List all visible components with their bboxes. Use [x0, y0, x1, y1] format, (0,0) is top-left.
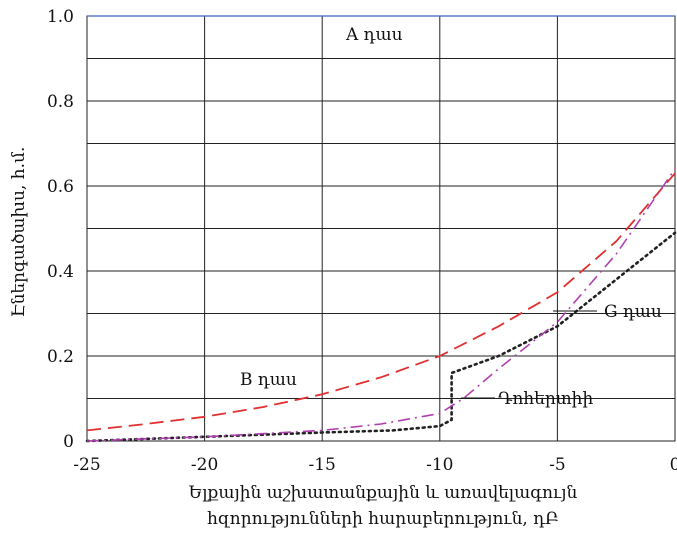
y-tick-label: 0.6: [47, 177, 74, 197]
x-axis-title-line-1: Ելքային աշխատանքային և առավելագույն: [189, 483, 578, 503]
series-line-4: [86, 168, 676, 442]
annotation-doherty: Դոհերտիի: [498, 389, 593, 409]
annotation-g-class: G դաս: [604, 302, 662, 322]
y-tick-label: 0.8: [47, 92, 74, 112]
annotation-b-class: B դաս: [240, 370, 297, 390]
x-tick-label: 0: [670, 455, 677, 475]
y-tick-label: 0.2: [47, 347, 74, 367]
annotation-a-class: A դաս: [345, 25, 403, 45]
series-line-2: [86, 172, 676, 432]
y-tick-label: 0: [63, 432, 74, 452]
x-tick-label: -5: [549, 455, 566, 475]
x-tick-labels: -25 -20 -15 -10 -5 0: [73, 455, 677, 475]
x-tick-label: -25: [73, 455, 100, 475]
annotations: A դաս B դաս G դաս Դոհերտիի: [240, 25, 662, 409]
y-axis-title: Էներգածախս, հ.մ.: [9, 147, 29, 318]
y-tick-labels: 0 0.2 0.4 0.6 0.8 1.0: [47, 7, 74, 452]
x-tick-label: -15: [309, 455, 336, 475]
y-tick-label: 0.4: [47, 262, 74, 282]
x-axis-title-line-2: հզորությունների հարաբերություն, դԲ: [207, 509, 559, 529]
series-line-3: [85, 231, 677, 443]
x-tick-label: -20: [191, 455, 218, 475]
x-tick-label: -10: [426, 455, 453, 475]
y-tick-label: 1.0: [47, 7, 74, 27]
